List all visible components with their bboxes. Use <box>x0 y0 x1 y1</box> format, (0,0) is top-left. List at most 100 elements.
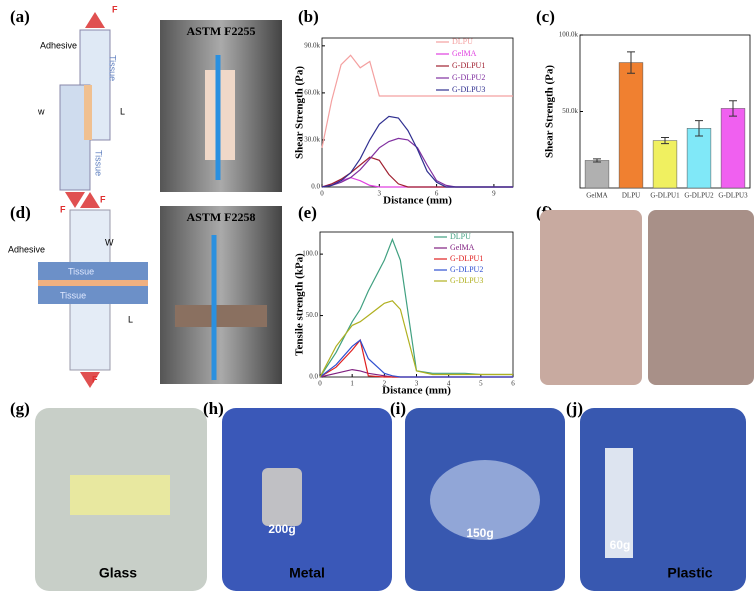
plot-frame <box>319 231 514 378</box>
x-axis-label: Distance (mm) <box>383 195 452 207</box>
panel-label: (c) <box>536 7 555 26</box>
glassware <box>430 460 540 540</box>
data-line <box>319 300 513 378</box>
x-tick-label: 5 <box>479 380 483 388</box>
x-tick-label: GelMA <box>586 192 607 200</box>
x-axis-label: Distance (mm) <box>382 385 451 397</box>
error-bar <box>695 120 703 137</box>
data-line <box>319 339 513 378</box>
photo-caption: ASTM F2255 <box>187 24 256 38</box>
photo <box>648 210 754 385</box>
panel-label: (d) <box>10 203 31 222</box>
width-label: w <box>37 106 45 116</box>
sample <box>175 305 267 327</box>
sample <box>70 475 170 515</box>
photo <box>540 210 642 385</box>
photo <box>222 408 392 591</box>
tube <box>605 448 633 558</box>
x-tick-label: 6 <box>435 190 439 198</box>
weight <box>262 468 302 526</box>
y-axis-label: Shear Strength (Pa) <box>294 66 306 159</box>
error-bar <box>661 137 669 145</box>
force-label: F <box>60 204 66 214</box>
arrow <box>65 192 85 208</box>
panel-label: (a) <box>10 7 30 26</box>
photo-caption: Glass <box>99 565 137 581</box>
schematic-d: F F Adhesive Tissue Tissue W L <box>8 192 148 388</box>
tissue-label: Tissue <box>68 266 94 276</box>
legend-label: GelMA <box>450 243 475 252</box>
photo-caption: Metal <box>289 565 325 581</box>
legend-label: G-DLPU2 <box>452 73 485 82</box>
force-label: F <box>92 374 98 384</box>
bar <box>618 62 644 189</box>
tissue-block <box>38 262 148 280</box>
arrow <box>80 372 100 388</box>
tissue-label: Tissue <box>60 290 86 300</box>
bar <box>686 128 712 189</box>
length-label: L <box>128 314 133 324</box>
adhesive-layer <box>38 280 148 286</box>
x-tick-label: 4 <box>447 380 451 388</box>
x-tick-label: G-DLPU1 <box>650 192 680 200</box>
y-tick-label: 90.0k <box>304 41 320 49</box>
panel-label: (e) <box>298 203 317 222</box>
x-tick-label: 3 <box>415 380 419 388</box>
legend-label: DLPU <box>452 37 473 46</box>
y-tick-label: 50.0 <box>306 311 319 319</box>
x-tick-label: 9 <box>492 190 496 198</box>
x-tick-label: 6 <box>511 380 515 388</box>
force-label: F <box>112 4 118 14</box>
force-label: F <box>100 194 106 204</box>
data-line <box>321 176 513 188</box>
weight-label: 150g <box>466 526 493 540</box>
photo-d: ASTM F2258 <box>160 206 282 384</box>
x-tick-label: DLPU <box>622 192 640 200</box>
x-tick-label: G-DLPU3 <box>718 192 748 200</box>
arrow <box>85 12 105 28</box>
adhesive-layer <box>84 85 92 140</box>
weight-label: 60g <box>610 538 631 552</box>
y-tick-label: 100.0 <box>302 250 318 258</box>
error-bar <box>627 51 635 74</box>
panel-label: (i) <box>390 399 406 418</box>
legend-label: G-DLPU1 <box>452 61 485 70</box>
data-line <box>321 115 513 188</box>
x-tick-label: 1 <box>350 380 354 388</box>
length-label: L <box>120 106 125 116</box>
tissue-label: Tissue <box>94 150 104 176</box>
bar <box>720 108 746 189</box>
y-tick-label: 0.0 <box>311 183 320 191</box>
panel-label: (h) <box>203 399 224 418</box>
y-tick-label: 100.0k <box>559 31 579 39</box>
photo <box>580 408 746 591</box>
x-tick-label: 0 <box>320 190 324 198</box>
weight-label: 200g <box>268 522 295 536</box>
y-tick-label: 30.0k <box>304 136 320 144</box>
panel-label: (g) <box>10 399 30 418</box>
panel-label: (b) <box>298 7 319 26</box>
adhesive-label: Adhesive <box>40 40 77 50</box>
y-axis-label: Tensile strength (kPa) <box>294 253 306 356</box>
data-line <box>319 237 513 378</box>
photo <box>160 206 282 384</box>
tissue-block <box>38 286 148 304</box>
y-tick-label: 0.0 <box>309 373 318 381</box>
arrow <box>80 192 100 208</box>
x-tick-label: 2 <box>383 380 387 388</box>
y-axis-label: Shear Strength (Pa) <box>544 65 556 158</box>
schematic-a: F F Adhesive Tissue Tissue w L <box>37 4 125 214</box>
panel-label: (j) <box>566 399 583 418</box>
legend-label: GelMA <box>452 49 477 58</box>
x-tick-label: G-DLPU2 <box>684 192 714 200</box>
photo-caption: Plastic <box>667 565 712 581</box>
bar <box>652 140 678 189</box>
tissue-label: Tissue <box>108 55 118 81</box>
panel-labels: (a) (b) (c) (d) (e) (f) (g) (h) (i) (j) <box>10 7 583 418</box>
x-tick-label: 3 <box>378 190 382 198</box>
legend-label: G-DLPU3 <box>452 85 485 94</box>
photo-a: ASTM F2255 <box>160 20 282 192</box>
legend-label: DLPU <box>450 232 471 241</box>
y-tick-label: 50.0k <box>562 107 578 115</box>
width-label: W <box>105 237 114 247</box>
